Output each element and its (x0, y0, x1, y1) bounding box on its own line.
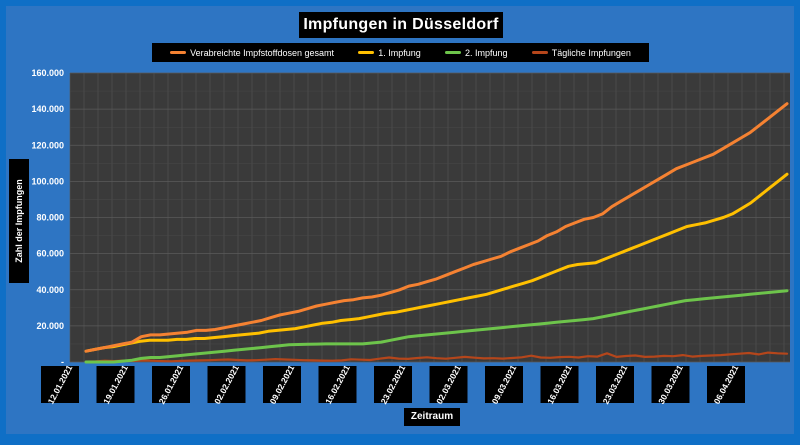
legend-label-zweite-impfung: 2. Impfung (465, 47, 508, 58)
x-tick-box (429, 366, 468, 403)
x-tick-box (41, 366, 79, 403)
x-tick-box (651, 366, 690, 403)
y-tick-label: 120.000 (31, 140, 64, 150)
y-axis-title: Zahl der Impfungen (9, 159, 29, 283)
chart-title: Impfungen in Düsseldorf (299, 12, 503, 38)
legend-label-erste-impfung: 1. Impfung (378, 47, 421, 58)
x-tick-box (96, 366, 135, 403)
y-tick-label: 80.000 (36, 213, 64, 223)
legend: Verabreichte Impfstoffdosen gesamt 1. Im… (152, 43, 649, 62)
x-tick-box (207, 366, 246, 403)
y-tick-label: 20.000 (36, 321, 64, 331)
y-tick-label: 60.000 (36, 249, 64, 259)
x-tick-box (263, 366, 301, 403)
series-line-2 (84, 172, 789, 353)
legend-item-zweite-impfung: 2. Impfung (445, 48, 508, 58)
y-tick-label: 160.000 (31, 68, 64, 78)
y-axis-title-text: Zahl der Impfungen (14, 179, 24, 263)
y-tick-label: 100.000 (31, 176, 64, 186)
x-axis-title: Zeitraum (404, 408, 460, 426)
legend-label-gesamt: Verabreichte Impfstoffdosen gesamt (190, 47, 335, 58)
x-tick-box (707, 366, 745, 403)
series-line-4 (84, 351, 789, 363)
series-line-1 (84, 102, 789, 353)
x-tick-box (540, 366, 579, 403)
legend-swatch-gesamt (170, 51, 187, 54)
x-tick-box (596, 366, 634, 403)
x-tick-box (318, 366, 357, 403)
legend-swatch-zweite-impfung (445, 51, 462, 54)
legend-item-gesamt: Verabreichte Impfstoffdosen gesamt (170, 48, 334, 58)
legend-label-taegliche: Tägliche Impfungen (551, 47, 631, 58)
legend-swatch-taegliche (531, 51, 548, 54)
x-tick-box (374, 366, 412, 403)
y-tick-label: 140.000 (31, 104, 64, 114)
legend-swatch-erste-impfung (358, 51, 375, 54)
y-tick-label: - (61, 357, 64, 367)
x-tick-box (485, 366, 523, 403)
legend-item-erste-impfung: 1. Impfung (358, 48, 421, 58)
series-line-3 (84, 289, 789, 364)
y-tick-label: 40.000 (36, 285, 64, 295)
x-tick-box (152, 366, 190, 403)
legend-item-taegliche: Tägliche Impfungen (531, 47, 631, 58)
